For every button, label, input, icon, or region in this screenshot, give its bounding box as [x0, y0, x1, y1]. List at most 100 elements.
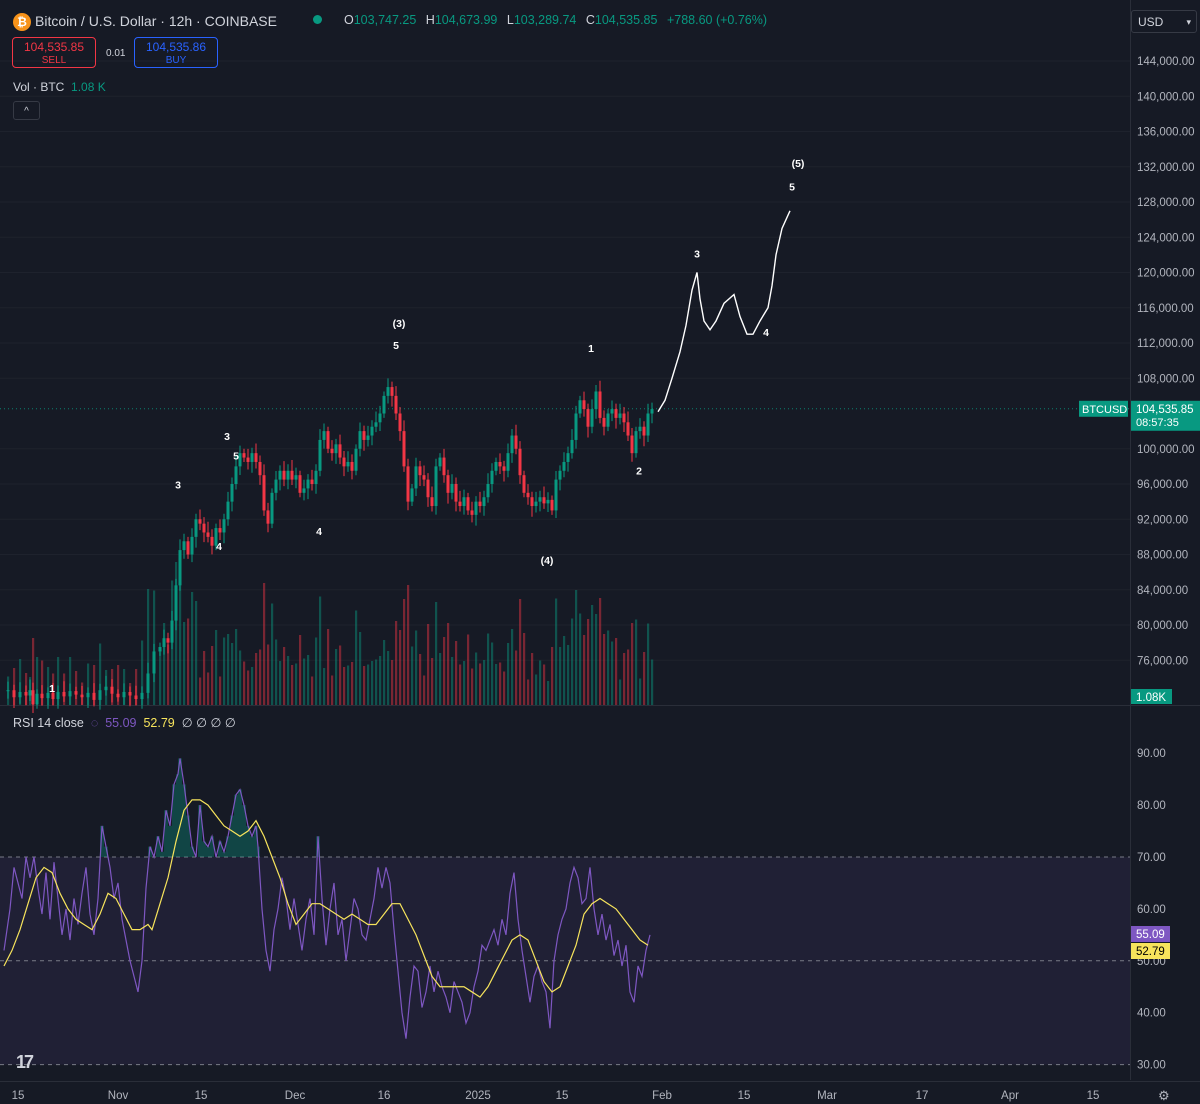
volume-bar [483, 660, 486, 705]
volume-bar [167, 644, 170, 705]
symbol-title[interactable]: Bitcoin / U.S. Dollar · 12h · COINBASE [35, 13, 277, 29]
volume-bar [57, 657, 60, 705]
volume-bar [439, 653, 442, 705]
volume-bar [475, 652, 478, 705]
volume-bar [199, 677, 202, 705]
candle-body [35, 693, 39, 705]
volume-bar [623, 653, 626, 705]
candle-body [582, 400, 586, 410]
volume-bar [451, 657, 454, 705]
candle-body [454, 484, 458, 502]
volume-bar [271, 603, 274, 705]
candle-body [46, 692, 50, 699]
volume-bar [591, 605, 594, 705]
candle-body [254, 453, 258, 462]
volume-bar [255, 653, 258, 705]
candle-body [478, 501, 482, 507]
volume-bar [375, 659, 378, 705]
volume-bar [503, 671, 506, 705]
volume-bar [443, 637, 446, 705]
volume-bar [211, 646, 214, 705]
volume-bar [515, 650, 518, 705]
volume-bar [355, 610, 358, 705]
candle-body [562, 461, 566, 471]
candle-body [158, 647, 162, 652]
candle-body [586, 409, 590, 427]
volume-bar [543, 664, 546, 705]
change-value: +788.60 (+0.76%) [666, 13, 768, 27]
candle-body [218, 528, 222, 533]
currency-selector[interactable]: USD ▾ [1131, 10, 1197, 33]
buy-button[interactable]: 104,535.86 BUY [134, 37, 218, 68]
candle-body [250, 453, 254, 462]
candle-body [198, 519, 202, 524]
volume-bar [395, 621, 398, 705]
candle-body [530, 497, 534, 507]
close-label: C [585, 13, 595, 27]
candle-body [542, 497, 546, 504]
volume-bar [647, 623, 650, 705]
price-tick-label: 96,000.00 [1137, 479, 1188, 491]
volume-bar [117, 665, 120, 705]
volume-bar [311, 676, 314, 705]
volume-bar [611, 641, 614, 705]
volume-bar [203, 651, 206, 705]
volume-bar [487, 633, 490, 705]
candle-body [282, 470, 286, 480]
chevron-down-icon: ▾ [1186, 17, 1191, 27]
volume-bar [227, 634, 230, 705]
candle-body [12, 690, 16, 698]
rsi-settings-icon[interactable]: ◌ [90, 716, 99, 730]
volume-bar [331, 675, 334, 705]
volume-bar [471, 668, 474, 705]
volume-bar [147, 589, 150, 705]
sell-button[interactable]: 104,535.85 SELL [12, 37, 96, 68]
wave-label: 4 [216, 541, 222, 553]
candle-body [394, 395, 398, 414]
volume-bar [459, 664, 462, 705]
open-label: O [344, 13, 354, 27]
candle-body [506, 453, 510, 471]
countdown-value: 08:57:35 [1136, 417, 1179, 429]
candle-body [262, 475, 266, 511]
sell-price: 104,535.85 [23, 40, 85, 54]
candle-body [558, 470, 562, 480]
collapse-legend-button[interactable]: ^ [13, 101, 40, 120]
price-tick-label: 132,000.00 [1137, 162, 1195, 174]
candle-body [626, 422, 630, 436]
wave-label: (4) [541, 555, 554, 567]
volume-bar [295, 663, 298, 705]
candle-body [486, 484, 490, 498]
volume-bar [579, 613, 582, 705]
candle-body [350, 461, 354, 471]
volume-bar [359, 632, 362, 705]
candle-body [74, 691, 78, 695]
candle-body [122, 691, 126, 698]
candle-body [230, 484, 234, 502]
candle-body [518, 448, 522, 476]
volume-bar [283, 647, 286, 705]
currency-label: USD [1138, 15, 1164, 29]
volume-label: Vol · BTC [13, 80, 65, 94]
settings-gear-icon[interactable]: ⚙ [1158, 1088, 1170, 1103]
sell-label: SELL [41, 55, 67, 66]
volume-bar [379, 656, 382, 705]
volume-bar [555, 598, 558, 705]
symbol-tag [1079, 400, 1128, 417]
volume-bar [455, 641, 458, 705]
candle-body [614, 409, 618, 418]
candle-body [270, 492, 274, 524]
time-tick-label: 15 [556, 1090, 569, 1102]
candle-body [502, 466, 506, 471]
time-tick-label: 17 [916, 1090, 929, 1102]
volume-bar [239, 650, 242, 705]
volume-bar [479, 663, 482, 705]
candle-body [482, 497, 486, 507]
candle-body [610, 409, 614, 414]
rsi-empty-1: ∅ [181, 716, 193, 730]
rsi-ma-line [3, 799, 649, 998]
buy-price: 104,535.86 [145, 40, 207, 54]
candle-body [346, 461, 350, 467]
